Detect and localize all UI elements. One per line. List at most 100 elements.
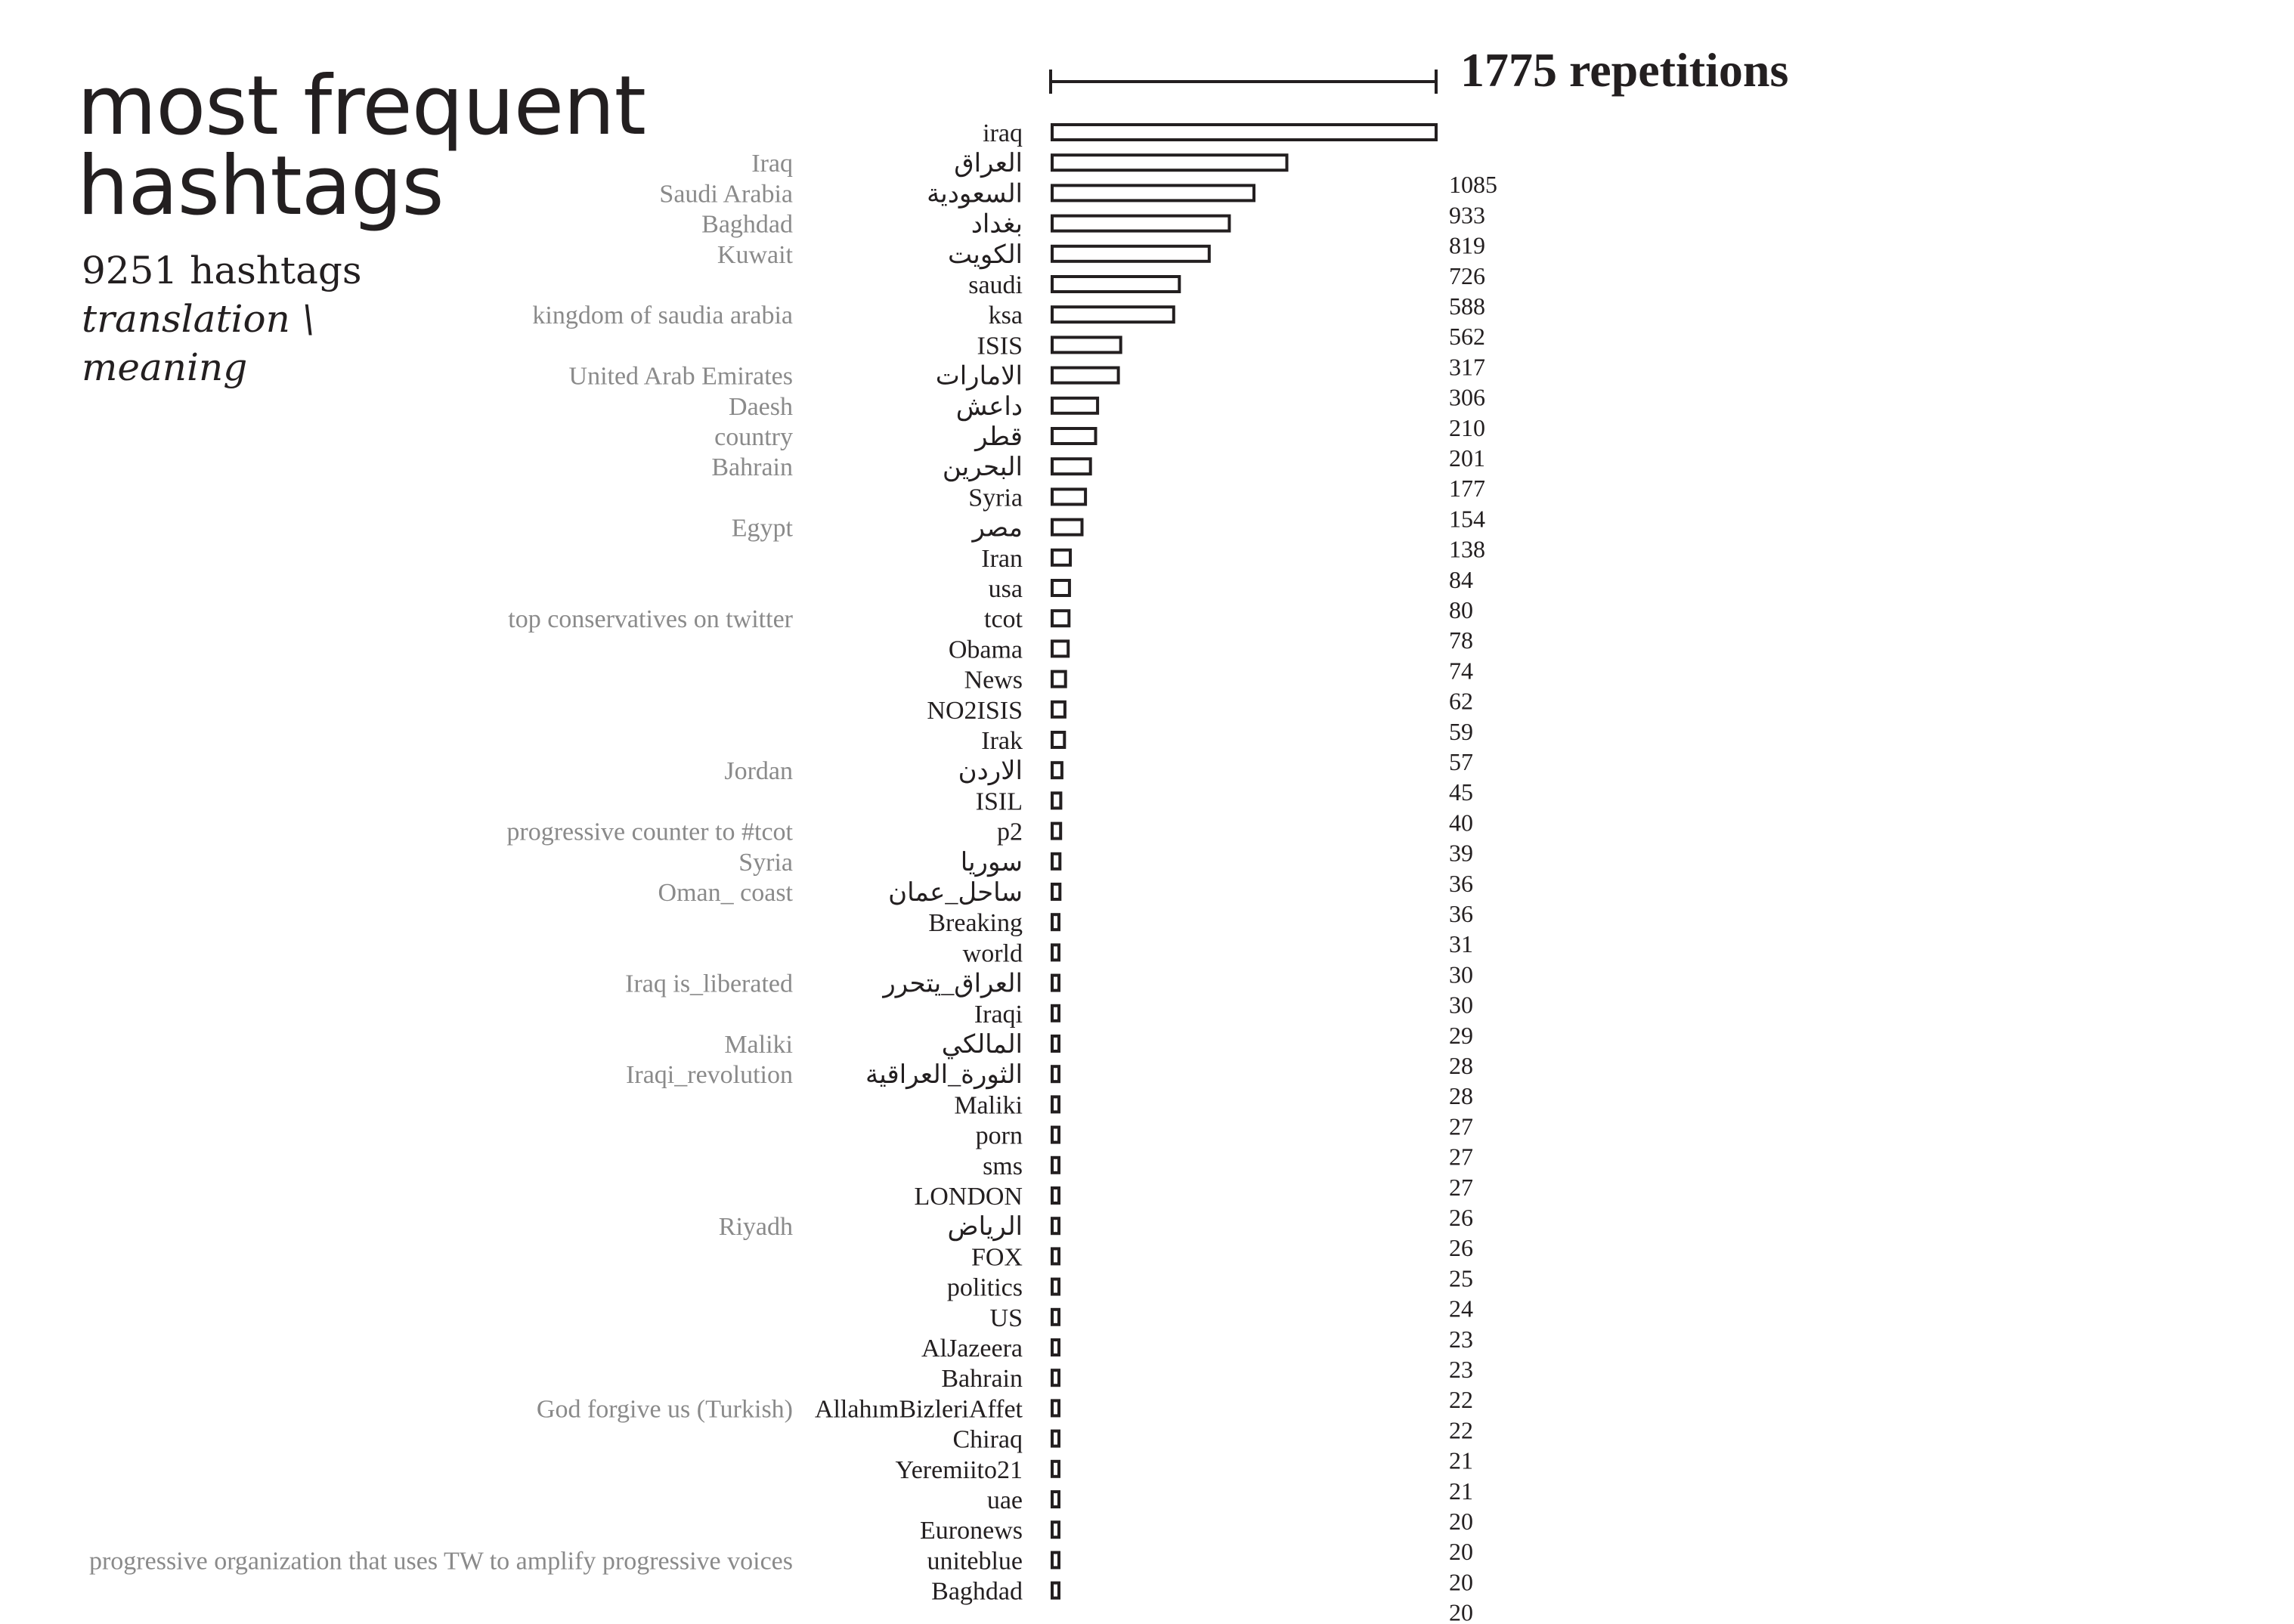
bar-3	[1051, 214, 1231, 233]
translation-label-31: Iraqi_revolution	[626, 1061, 793, 1089]
bar-37	[1051, 1247, 1060, 1266]
bar-39	[1051, 1307, 1060, 1326]
translation-label-23: progressive counter to #tcot	[506, 818, 793, 846]
translation-label-4: Kuwait	[717, 241, 794, 269]
bar-32	[1051, 1095, 1060, 1114]
translation-label-2: Saudi Arabia	[659, 180, 793, 208]
bar-28	[1051, 973, 1060, 992]
translation-label-47: progressive organization that uses TW to…	[89, 1547, 793, 1575]
hashtag-label-44: Yeremiito21	[896, 1456, 1023, 1484]
bar-22	[1051, 791, 1063, 810]
scale-bar: 1775 repetitions	[1049, 43, 1788, 97]
title-line-1: most frequent	[77, 59, 646, 153]
value-label-33: 27	[1449, 1143, 1473, 1171]
legend-meaning: meaning	[82, 345, 248, 389]
hashtag-label-4: الكويت	[948, 241, 1023, 270]
bar-16	[1051, 609, 1071, 628]
value-label-8: 306	[1449, 384, 1485, 411]
translation-label-30: Maliki	[724, 1031, 793, 1059]
bar-18	[1051, 670, 1067, 688]
hashtag-label-17: Obama	[949, 636, 1023, 664]
value-label-11: 177	[1449, 475, 1485, 502]
value-label-29: 29	[1449, 1022, 1473, 1049]
hashtag-label-0: iraq	[983, 119, 1023, 147]
bar-42	[1051, 1399, 1060, 1418]
hashtag-label-48: Baghdad	[931, 1578, 1023, 1606]
bar-10	[1051, 427, 1097, 445]
hashtag-label-29: Iraqi	[974, 1001, 1023, 1029]
value-label-21: 45	[1449, 778, 1473, 806]
translation-label-16: top conservatives on twitter	[508, 605, 793, 633]
chart-title: most frequent hashtags	[77, 59, 757, 234]
value-label-41: 22	[1449, 1386, 1473, 1413]
hashtag-label-1: العراق	[954, 150, 1023, 178]
bar-35	[1051, 1186, 1060, 1205]
value-label-36: 26	[1449, 1234, 1473, 1261]
translation-label-24: Syria	[738, 849, 793, 877]
chart-subtitle: 9251 hashtags translation \ meaning	[82, 246, 475, 391]
hashtag-label-47: uniteblue	[927, 1547, 1023, 1575]
hashtag-label-12: Syria	[968, 484, 1023, 512]
value-label-39: 23	[1449, 1325, 1473, 1353]
value-label-5: 588	[1449, 292, 1485, 320]
hashtag-label-18: News	[964, 667, 1023, 694]
bar-21	[1051, 761, 1063, 780]
value-label-6: 562	[1449, 323, 1485, 350]
value-label-47: 20	[1449, 1568, 1473, 1595]
bar-4	[1051, 244, 1211, 263]
value-label-45: 20	[1449, 1508, 1473, 1535]
bar-43	[1051, 1429, 1060, 1448]
bar-30	[1051, 1035, 1060, 1053]
value-label-40: 23	[1449, 1356, 1473, 1383]
hashtag-label-14: Iran	[981, 545, 1023, 573]
bar-9	[1051, 396, 1100, 415]
value-label-16: 78	[1449, 626, 1473, 654]
bar-rows: iraq العراق Iraq 1085 السعودية Saudi Arabia 93…	[89, 119, 1497, 1624]
value-label-27: 30	[1449, 960, 1473, 988]
hashtag-label-13: مصر	[971, 515, 1023, 543]
hashtag-label-42: AllahımBizleriAffet	[815, 1395, 1023, 1423]
bar-11	[1051, 457, 1092, 476]
value-label-42: 22	[1449, 1416, 1473, 1443]
value-label-38: 24	[1449, 1295, 1473, 1322]
bar-40	[1051, 1338, 1060, 1356]
value-label-46: 20	[1449, 1538, 1473, 1565]
bar-34	[1051, 1155, 1060, 1174]
translation-label-10: country	[714, 423, 793, 451]
hashtag-label-24: سوريا	[961, 849, 1023, 877]
bar-24	[1051, 852, 1062, 871]
hashtag-label-28: العراق_يتحرر	[881, 970, 1023, 999]
hashtag-label-36: الرياض	[948, 1213, 1023, 1242]
hashtag-label-19: NO2ISIS	[927, 697, 1023, 725]
bar-41	[1051, 1369, 1060, 1387]
bar-23	[1051, 821, 1063, 840]
translation-label-3: Baghdad	[701, 211, 793, 239]
bar-2	[1051, 184, 1255, 203]
translation-label-42: God forgive us (Turkish)	[537, 1395, 793, 1423]
hashtag-label-7: ISIS	[977, 332, 1023, 360]
hashtag-label-2: السعودية	[927, 180, 1023, 209]
bar-17	[1051, 639, 1070, 658]
translation-label-8: United Arab Emirates	[569, 363, 793, 391]
hashtag-label-46: Euronews	[920, 1517, 1023, 1545]
bar-8	[1051, 366, 1120, 385]
bar-45	[1051, 1490, 1060, 1508]
hashtag-label-20: Irak	[981, 727, 1023, 755]
bar-1	[1051, 153, 1289, 172]
bar-0	[1051, 123, 1438, 141]
hashtag-label-10: قطر	[974, 423, 1023, 452]
translation-label-6: kingdom of saudia arabia	[532, 302, 793, 329]
hashtag-label-23: p2	[997, 818, 1023, 846]
hashtag-label-6: ksa	[989, 302, 1023, 329]
hashtag-label-26: Breaking	[928, 909, 1023, 937]
hashtag-label-3: بغداد	[971, 211, 1023, 239]
value-label-37: 25	[1449, 1264, 1473, 1291]
value-label-1: 1085	[1449, 171, 1497, 198]
value-label-19: 59	[1449, 718, 1473, 745]
title-line-2: hashtags	[77, 139, 444, 234]
value-label-34: 27	[1449, 1174, 1473, 1201]
value-label-32: 27	[1449, 1112, 1473, 1140]
bar-19	[1051, 700, 1067, 719]
hashtag-label-41: Bahrain	[941, 1365, 1023, 1393]
